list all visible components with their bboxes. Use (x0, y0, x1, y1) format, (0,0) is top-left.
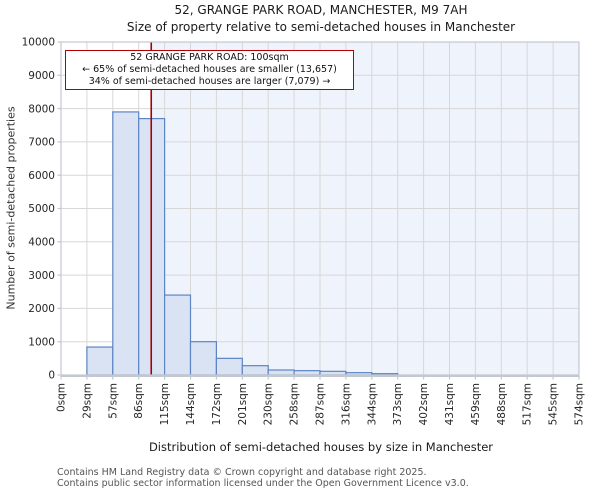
svg-text:172sqm: 172sqm (211, 383, 223, 425)
svg-text:373sqm: 373sqm (392, 383, 404, 425)
svg-text:488sqm: 488sqm (496, 383, 508, 425)
chart-subtitle: Size of property relative to semi-detach… (126, 20, 516, 34)
svg-text:9000: 9000 (28, 70, 55, 82)
svg-text:431sqm: 431sqm (444, 383, 456, 425)
svg-text:230sqm: 230sqm (263, 383, 275, 425)
svg-text:287sqm: 287sqm (315, 383, 327, 425)
annotation-line3: 34% of semi-detached houses are larger (… (88, 76, 331, 87)
svg-text:29sqm: 29sqm (81, 383, 93, 419)
svg-text:144sqm: 144sqm (185, 383, 197, 425)
footer-line2: Contains public sector information licen… (57, 477, 469, 489)
svg-text:57sqm: 57sqm (107, 383, 119, 419)
svg-text:545sqm: 545sqm (548, 383, 560, 425)
svg-text:459sqm: 459sqm (470, 383, 482, 425)
svg-text:0sqm: 0sqm (56, 383, 68, 412)
footer-attribution: Contains HM Land Registry data © Crown c… (57, 467, 469, 489)
svg-text:344sqm: 344sqm (366, 383, 378, 425)
annotation-line1: 52 GRANGE PARK ROAD: 100sqm (130, 52, 289, 63)
svg-text:86sqm: 86sqm (133, 383, 145, 419)
svg-text:3000: 3000 (28, 270, 55, 282)
svg-text:0: 0 (48, 370, 55, 382)
annotation-line2: ← 65% of semi-detached houses are smalle… (82, 64, 337, 75)
svg-text:6000: 6000 (28, 170, 55, 182)
svg-text:201sqm: 201sqm (237, 383, 249, 425)
footer-line1: Contains HM Land Registry data © Crown c… (57, 467, 427, 478)
svg-text:1000: 1000 (28, 336, 55, 348)
svg-text:5000: 5000 (28, 203, 55, 215)
svg-text:115sqm: 115sqm (159, 383, 171, 425)
svg-text:7000: 7000 (28, 137, 55, 149)
svg-text:8000: 8000 (28, 103, 55, 115)
svg-text:316sqm: 316sqm (340, 383, 352, 425)
svg-text:4000: 4000 (28, 237, 55, 249)
svg-text:402sqm: 402sqm (418, 383, 430, 425)
svg-text:574sqm: 574sqm (574, 383, 586, 425)
annotation-box: 52 GRANGE PARK ROAD: 100sqm ← 65% of sem… (65, 50, 354, 90)
x-axis-label: Distribution of semi-detached houses by … (148, 440, 494, 454)
svg-text:258sqm: 258sqm (289, 383, 301, 425)
svg-text:517sqm: 517sqm (522, 383, 534, 425)
svg-text:2000: 2000 (28, 303, 55, 315)
chart-title: 52, GRANGE PARK ROAD, MANCHESTER, M9 7AH (174, 3, 468, 17)
svg-text:10000: 10000 (22, 37, 55, 49)
